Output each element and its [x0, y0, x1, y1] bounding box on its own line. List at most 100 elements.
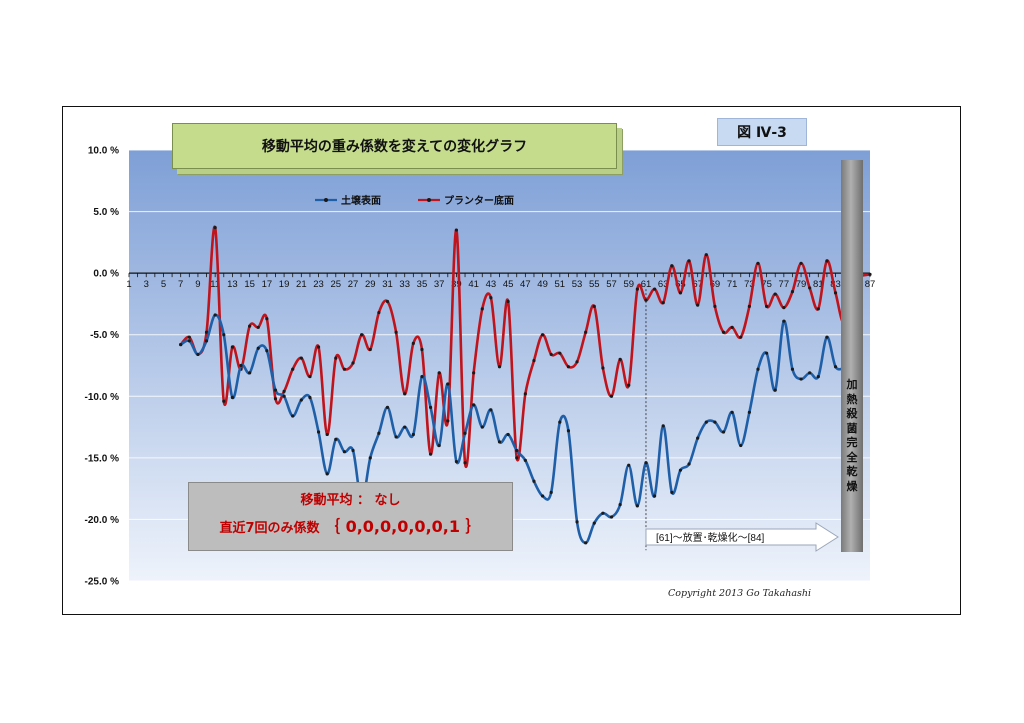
x-tick-label: 35	[417, 279, 428, 290]
data-point	[523, 458, 527, 462]
data-point	[782, 306, 786, 310]
data-point	[454, 228, 459, 232]
data-point	[540, 333, 545, 337]
data-point	[816, 374, 820, 379]
data-point	[601, 511, 605, 515]
data-point	[678, 291, 683, 295]
y-tick-label: -25.0 %	[85, 577, 120, 588]
x-tick-label: 19	[279, 279, 290, 290]
data-point	[446, 382, 450, 386]
data-point	[696, 436, 700, 440]
data-point	[213, 313, 217, 317]
data-point	[239, 363, 243, 368]
data-point	[463, 461, 467, 465]
data-point	[540, 494, 545, 498]
drying-arrow	[645, 522, 839, 552]
x-tick-label: 21	[296, 279, 307, 290]
data-point	[627, 463, 631, 467]
data-point	[187, 339, 191, 343]
data-point	[687, 462, 691, 466]
data-point	[316, 345, 321, 349]
data-point	[291, 367, 295, 371]
data-point	[428, 452, 433, 456]
x-tick-label: 9	[195, 279, 200, 290]
data-point	[489, 408, 493, 412]
data-point	[782, 319, 786, 323]
data-point	[661, 424, 665, 428]
x-tick-label: 41	[468, 279, 479, 290]
side-char: 殺	[846, 407, 858, 420]
data-point	[489, 296, 493, 300]
data-point	[403, 392, 407, 396]
data-point	[739, 443, 743, 448]
data-point	[609, 394, 614, 398]
data-point	[532, 479, 536, 483]
data-point	[273, 388, 278, 392]
data-point	[403, 425, 407, 429]
note-box: 移動平均 ： なし 直近7回のみ係数 ｛ 0,0,0,0,0,0,1 ｝	[188, 482, 513, 551]
data-point	[652, 287, 657, 291]
data-point	[678, 468, 683, 472]
x-tick-label: 3	[144, 279, 149, 290]
data-point	[230, 395, 234, 400]
data-point	[506, 432, 510, 437]
data-point	[342, 450, 347, 454]
side-char: 熱	[846, 392, 858, 406]
data-point	[515, 456, 519, 460]
note-coeff-label: 直近7回のみ係数	[219, 521, 320, 536]
data-point	[566, 429, 571, 433]
data-point	[420, 374, 424, 379]
data-point	[868, 272, 872, 276]
data-point	[299, 356, 303, 360]
data-point	[532, 358, 536, 363]
y-tick-label: 10.0 %	[88, 146, 119, 157]
data-point	[523, 392, 527, 396]
data-point	[601, 366, 605, 370]
data-point	[739, 335, 743, 339]
data-point	[575, 520, 579, 524]
data-point	[747, 304, 751, 308]
data-point	[687, 259, 691, 263]
x-tick-label: 77	[779, 279, 790, 290]
x-tick-label: 43	[486, 279, 497, 290]
data-point	[833, 291, 838, 295]
data-point	[566, 365, 571, 369]
x-tick-label: 33	[399, 279, 410, 290]
sterilization-bar: 加 熱 殺 菌 完 全 乾 燥	[841, 160, 863, 552]
data-point	[497, 365, 502, 369]
data-point	[696, 303, 700, 307]
data-point	[584, 541, 588, 545]
data-point	[411, 432, 415, 437]
legend-label: プランター底面	[444, 194, 514, 207]
data-point	[222, 399, 226, 403]
side-char: 全	[846, 450, 858, 464]
x-tick-label: 49	[537, 279, 548, 290]
sterilization-label: 加 熱 殺 菌 完 全 乾 燥	[841, 378, 863, 494]
x-tick-label: 25	[331, 279, 342, 290]
data-point	[704, 420, 708, 424]
x-tick-label: 53	[572, 279, 583, 290]
x-tick-label: 87	[865, 279, 876, 290]
data-point	[394, 330, 398, 334]
data-point	[506, 299, 510, 304]
note-coeff-values: ｛ 0,0,0,0,0,0,1 ｝	[324, 517, 482, 536]
copyright: Copyright 2013 Go Takahashi	[668, 588, 812, 599]
data-point	[454, 459, 459, 464]
x-tick-label: 65	[675, 279, 686, 290]
x-tick-label: 75	[761, 279, 772, 290]
data-point	[765, 304, 769, 308]
data-point	[308, 374, 312, 379]
data-point	[713, 420, 717, 424]
data-point	[377, 310, 381, 315]
data-point	[325, 432, 329, 437]
side-char: 加	[846, 378, 858, 391]
x-tick-label: 47	[520, 279, 531, 290]
x-tick-label: 63	[658, 279, 669, 290]
data-point	[377, 431, 381, 435]
y-tick-label: -15.0 %	[85, 453, 120, 464]
data-point	[730, 325, 734, 329]
data-point	[480, 307, 484, 311]
x-tick-label: 79	[796, 279, 807, 290]
x-tick-label: 45	[503, 279, 514, 290]
